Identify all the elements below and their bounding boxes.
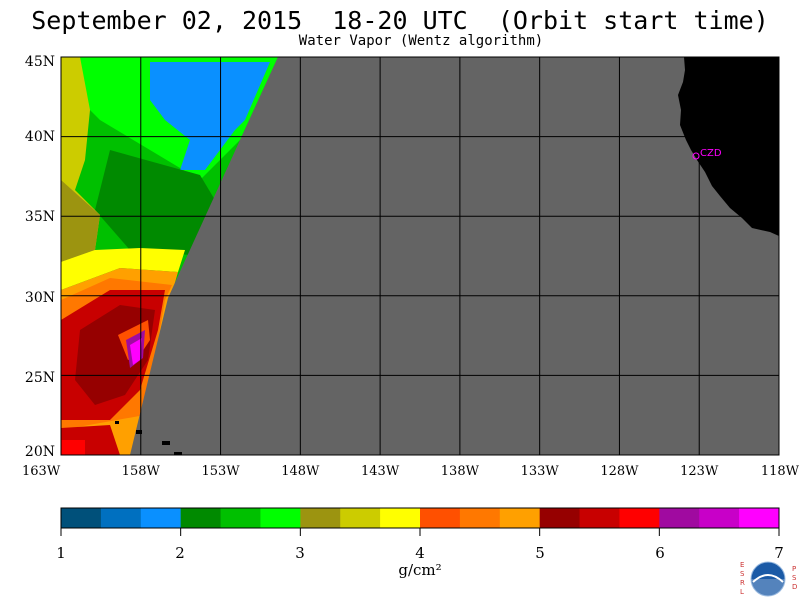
swath-dark-olive [61, 180, 100, 262]
lon-label: 118W [761, 464, 800, 479]
lat-label: 20N [25, 444, 55, 460]
colorbar-swatch [579, 508, 620, 528]
colorbar-swatch [220, 508, 261, 528]
colorbar-tick-label: 6 [655, 544, 665, 562]
swath-bottom-bright-red [61, 440, 85, 455]
colorbar-swatch [340, 508, 381, 528]
noaa-logo-emblem [751, 562, 785, 596]
colorbar-units: g/cm² [398, 561, 442, 579]
lon-label: 163W [22, 464, 61, 479]
map-title: September 02, 2015 18-20 UTC (Orbit star… [31, 6, 769, 35]
map-panel: CZD [60, 56, 780, 456]
lon-label: 143W [361, 464, 400, 479]
colorbar-tick-label: 5 [535, 544, 545, 562]
lon-label: 138W [441, 464, 480, 479]
colorbar-tick-label: 3 [295, 544, 305, 562]
swath-dark-green [95, 150, 215, 255]
colorbar-swatch [739, 508, 780, 528]
colorbar-tick-label: 7 [774, 544, 784, 562]
lon-label: 158W [122, 464, 161, 479]
lon-axis: 163W 158W 153W 148W 143W 138W 133W 128W 123W 118W [22, 464, 800, 479]
colorbar-swatch [699, 508, 740, 528]
station-marker-czd: CZD [692, 148, 722, 160]
lat-label: 45N [25, 54, 55, 70]
swath-eye-magenta [130, 338, 142, 365]
colorbar-tick-label: 4 [415, 544, 425, 562]
lat-axis: 45N 40N 35N 30N 25N 20N [25, 54, 55, 460]
lat-label: 25N [25, 370, 55, 386]
colorbar-swatch [659, 508, 700, 528]
hawaii-islands [115, 421, 182, 455]
colorbar-tick-label: 2 [175, 544, 185, 562]
swath-edge-mask [130, 57, 779, 455]
station-label: CZD [700, 148, 722, 159]
svg-text:S: S [740, 570, 745, 578]
colorbar-swatch [300, 508, 341, 528]
colorbar-swatch [260, 508, 301, 528]
colorbar [60, 507, 780, 536]
colorbar-swatch [140, 508, 182, 528]
lon-label: 123W [680, 464, 719, 479]
colorbar-swatch [180, 508, 222, 528]
svg-text:R: R [740, 579, 745, 587]
north-america-land [678, 57, 779, 236]
colorbar-swatch [459, 508, 501, 528]
svg-text:P: P [792, 565, 796, 573]
swath-blue-patch [150, 62, 270, 170]
swath-data [61, 57, 779, 455]
lon-label: 153W [201, 464, 240, 479]
map-frame [60, 56, 780, 456]
colorbar-swatch [380, 508, 421, 528]
lon-label: 128W [600, 464, 639, 479]
colorbar-swatch [619, 508, 660, 528]
colorbar-swatch [100, 508, 142, 528]
colorbar-swatch [499, 508, 541, 528]
svg-text:S: S [792, 574, 797, 582]
swath-yellow [61, 248, 185, 290]
lat-label: 40N [25, 129, 55, 145]
lat-label: 30N [25, 290, 55, 306]
colorbar-swatch [420, 508, 461, 528]
map-subtitle: Water Vapor (Wentz algorithm) [298, 33, 544, 49]
colorbar-tick-label: 1 [56, 544, 66, 562]
lon-label: 148W [281, 464, 320, 479]
lon-label: 133W [521, 464, 560, 479]
svg-text:E: E [740, 561, 744, 569]
svg-text:L: L [740, 588, 744, 596]
colorbar-swatch [539, 508, 581, 528]
lat-label: 35N [25, 209, 55, 225]
colorbar-swatch [61, 508, 102, 528]
svg-text:D: D [792, 583, 797, 591]
